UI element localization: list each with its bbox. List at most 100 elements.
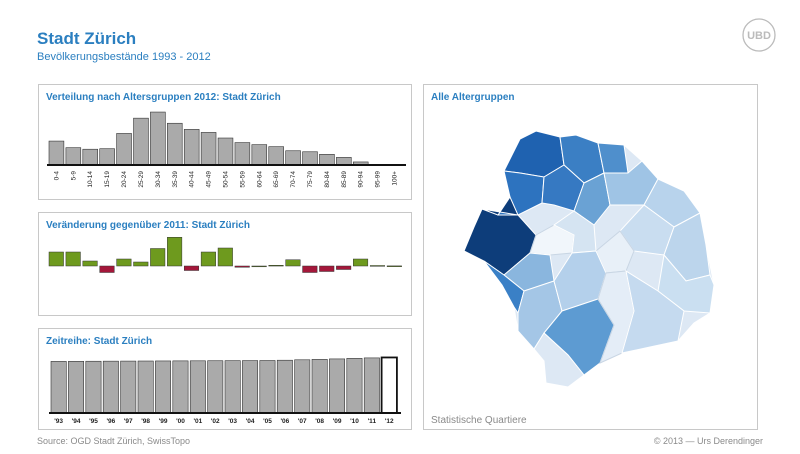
change-bar-positive bbox=[200, 251, 216, 267]
year-tick-label: '93 bbox=[54, 418, 63, 425]
year-bar bbox=[276, 359, 293, 414]
age-distribution-panel: Verteilung nach Altersgruppen 2012: Stad… bbox=[38, 84, 412, 200]
age-tick-label: 60-64 bbox=[256, 171, 263, 188]
quarter-northwest-x bbox=[481, 195, 519, 216]
year-bar-highlight bbox=[380, 356, 398, 414]
age-bar bbox=[133, 117, 149, 166]
year-tick-label: '09 bbox=[333, 418, 342, 425]
age-tick-label: 75-79 bbox=[307, 171, 314, 188]
age-tick-label: 25-29 bbox=[138, 171, 145, 188]
age-tick-label: 45-49 bbox=[206, 171, 213, 188]
year-bar bbox=[294, 359, 311, 414]
quarter-east-b bbox=[619, 204, 675, 256]
age-bar bbox=[65, 147, 82, 166]
year-bar bbox=[329, 358, 346, 414]
timeseries-title: Zeitreihe: Stadt Zürich bbox=[46, 336, 153, 347]
change-bar-positive bbox=[167, 237, 183, 267]
page-subtitle: Bevölkerungsbestände 1993 - 2012 bbox=[37, 51, 211, 63]
year-bar bbox=[137, 360, 154, 414]
age-tick-label: 40-44 bbox=[189, 171, 196, 188]
age-tick-label: 80-84 bbox=[324, 171, 331, 188]
year-bar bbox=[346, 358, 363, 414]
change-bar-positive bbox=[116, 258, 132, 267]
year-tick-label: '97 bbox=[124, 418, 133, 425]
age-tick-label: 100+ bbox=[392, 171, 399, 186]
timeseries-panel: Zeitreihe: Stadt Zürich '93'94'95'96'97 '… bbox=[38, 328, 412, 430]
age-tick-label: 50-54 bbox=[222, 171, 229, 188]
year-bar bbox=[120, 360, 137, 414]
logo-text: UBD bbox=[747, 30, 771, 42]
change-bar-negative bbox=[234, 265, 250, 268]
year-tick-label: '11 bbox=[368, 418, 377, 425]
year-tick-label: '02 bbox=[211, 418, 220, 425]
year-tick-label: '05 bbox=[263, 418, 272, 425]
zurich-quarters-map bbox=[463, 130, 715, 388]
change-bar-negative bbox=[302, 265, 318, 273]
age-distribution-chart: 0-4 5-9 10-14 15-19 20-24 25-29 30-34 35-39 40-4… bbox=[47, 111, 406, 188]
page-title: Stadt Zürich bbox=[37, 29, 137, 48]
quarter-southeast-b bbox=[621, 269, 685, 354]
age-tick-label: 10-14 bbox=[87, 171, 94, 188]
copyright-note: © 2013 — Urs Derendinger bbox=[653, 436, 763, 446]
year-tick-label: '96 bbox=[106, 418, 115, 425]
age-bar bbox=[251, 144, 268, 166]
year-bar bbox=[207, 360, 224, 414]
age-bar bbox=[150, 111, 166, 166]
change-title: Veränderung gegenüber 2011: Stadt Zürich bbox=[46, 220, 250, 231]
change-bar-positive bbox=[386, 265, 402, 267]
change-bar-positive bbox=[82, 260, 98, 267]
change-bar-positive bbox=[150, 248, 166, 267]
change-panel: Veränderung gegenüber 2011: Stadt Zürich bbox=[38, 212, 412, 316]
change-bar-negative bbox=[99, 265, 115, 273]
change-bar-negative bbox=[336, 265, 352, 270]
map-title: Alle Altergruppen bbox=[431, 92, 515, 103]
year-tick-label: '95 bbox=[89, 418, 98, 425]
year-bar bbox=[155, 360, 172, 414]
year-tick-label: '01 bbox=[193, 418, 202, 425]
change-bar-negative bbox=[183, 265, 200, 271]
year-bar bbox=[68, 361, 85, 414]
change-bar-positive bbox=[133, 261, 149, 267]
change-chart bbox=[48, 237, 402, 273]
age-tick-label: 15-19 bbox=[104, 171, 111, 188]
change-bar-positive bbox=[353, 258, 369, 267]
year-tick-label: '06 bbox=[280, 418, 289, 425]
age-tick-label: 20-24 bbox=[121, 171, 128, 188]
age-tick-label: 65-69 bbox=[273, 171, 280, 188]
age-bar bbox=[99, 148, 115, 166]
year-bar bbox=[363, 357, 380, 414]
age-bar bbox=[319, 154, 335, 166]
year-bar bbox=[172, 360, 189, 414]
year-bar bbox=[224, 360, 241, 414]
age-bar bbox=[268, 146, 284, 166]
quarter-central-b bbox=[573, 172, 611, 226]
age-tick-label: 95-99 bbox=[375, 171, 382, 188]
year-bar bbox=[189, 360, 206, 414]
map-caption: Statistische Quartiere bbox=[431, 415, 527, 426]
year-tick-label: '07 bbox=[298, 418, 307, 425]
year-tick-label: '04 bbox=[246, 418, 255, 425]
change-bar-negative bbox=[319, 265, 335, 272]
age-bar bbox=[183, 129, 200, 166]
year-tick-label: '99 bbox=[159, 418, 168, 425]
quarter-south-c bbox=[533, 332, 585, 388]
year-tick-label: '98 bbox=[141, 418, 150, 425]
map-panel: Alle Altergruppen Statistische Quartiere bbox=[423, 84, 758, 430]
year-bar bbox=[259, 360, 276, 414]
year-tick-label: '03 bbox=[228, 418, 237, 425]
change-bar-positive bbox=[217, 247, 233, 267]
age-tick-label: 30-34 bbox=[155, 171, 162, 188]
age-tick-label: 5-9 bbox=[70, 171, 77, 181]
change-bar-positive bbox=[268, 265, 284, 267]
change-bar-positive bbox=[65, 251, 81, 267]
age-bar bbox=[48, 140, 65, 166]
ubd-logo: UBD bbox=[742, 18, 776, 52]
age-bar bbox=[116, 133, 132, 166]
age-tick-label: 85-89 bbox=[341, 171, 348, 188]
change-bar-positive bbox=[285, 259, 301, 267]
age-distribution-title: Verteilung nach Altersgruppen 2012: Stad… bbox=[46, 92, 281, 103]
age-tick-label: 35-39 bbox=[172, 171, 179, 188]
change-bar-positive bbox=[369, 265, 385, 267]
year-bar bbox=[311, 359, 328, 414]
age-tick-label: 0-4 bbox=[53, 171, 60, 181]
